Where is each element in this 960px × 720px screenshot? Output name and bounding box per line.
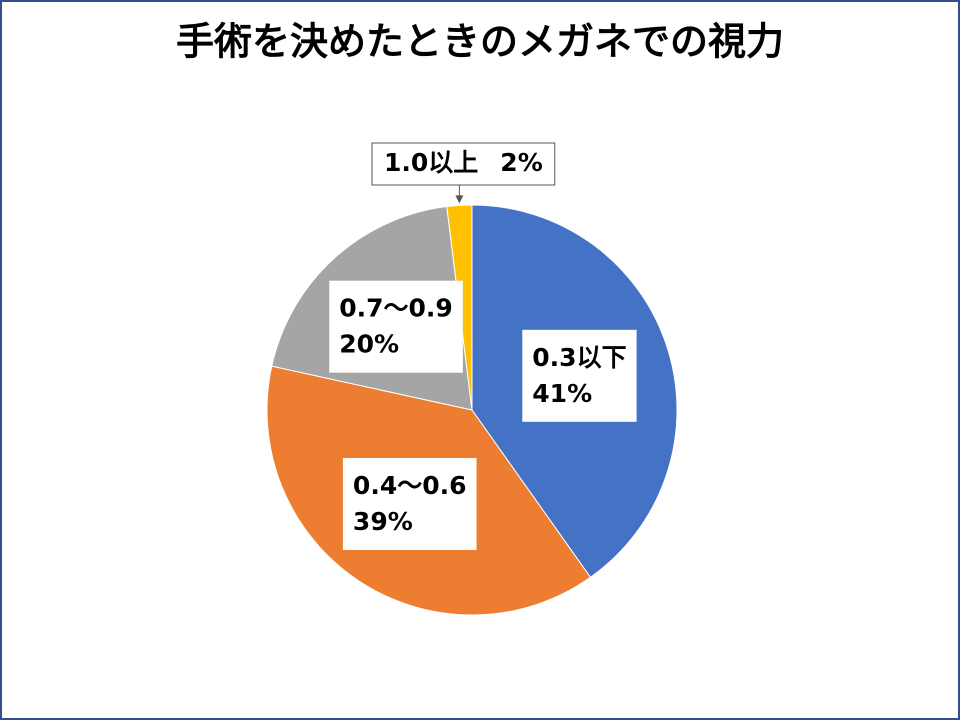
data-labels: 0.3以下 41% 0.4～0.6 39% 0.7～0.9 20% 1.0以上 2% [329, 142, 637, 550]
value-label: 20% [339, 330, 399, 359]
data-label: 0.4～0.6 39% [342, 457, 477, 550]
chart-title: 手術を決めたときのメガネでの視力 [176, 20, 784, 64]
value-label: 41% [532, 379, 592, 408]
leader-arrow [455, 195, 464, 204]
label-box [522, 329, 637, 422]
category-label: 0.3以下 [532, 343, 626, 372]
data-label: 0.3以下 41% [522, 329, 637, 422]
value-label: 2% [500, 148, 542, 177]
value-label: 39% [353, 507, 413, 536]
label-box [371, 142, 556, 186]
label-box [342, 457, 477, 550]
category-label: 0.7～0.9 [339, 294, 453, 323]
label-box [329, 280, 463, 373]
data-label: 1.0以上 2% [371, 142, 556, 204]
data-label: 0.7～0.9 20% [329, 280, 463, 373]
category-label: 0.4～0.6 [353, 471, 467, 500]
category-label: 1.0以上 [384, 148, 478, 177]
